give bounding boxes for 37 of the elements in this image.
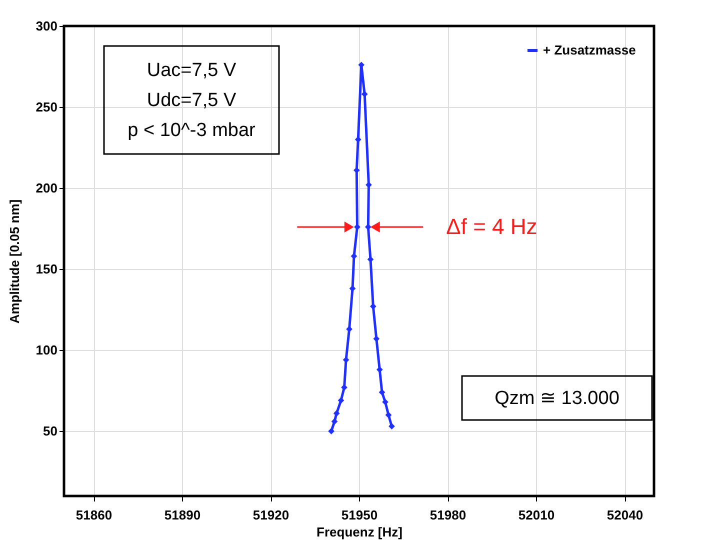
x-axis-title: Frequenz [Hz] (316, 524, 402, 540)
point (376, 366, 383, 373)
x-tick-label: 52040 (606, 508, 644, 522)
point (354, 224, 360, 230)
annotation: Qzm ≅ 13.000 (494, 388, 620, 409)
y-tick-label: 250 (36, 100, 58, 115)
y-tick-label: 150 (36, 262, 58, 277)
x-tick-label: 51980 (430, 508, 466, 522)
point (341, 384, 348, 391)
y-tick-label: 200 (36, 180, 58, 196)
point (333, 410, 340, 417)
point (328, 428, 334, 434)
x-tick-label: 51860 (76, 508, 112, 522)
y-axis-title: Amplitude [0.05 nm] (6, 199, 22, 324)
point (349, 285, 356, 292)
y-tick-label: 100 (36, 342, 58, 358)
x-tick-label: 52010 (518, 508, 555, 522)
point (338, 397, 344, 404)
y-tick-label: 50 (43, 424, 58, 439)
x-tick-label: 51890 (164, 508, 201, 522)
point (382, 398, 388, 406)
x-tick-label: 51950 (341, 508, 378, 522)
point (331, 418, 338, 425)
point (353, 167, 360, 174)
point (388, 423, 395, 430)
y-tick-label: 300 (36, 18, 58, 34)
annotation: Uac=7,5 V Udc=7,5 V p < 10^-3 mbar (128, 60, 256, 141)
annotation: Δf = 4 Hz (446, 214, 538, 239)
point (385, 412, 392, 418)
point (370, 303, 376, 310)
legend-label: + Zusatzmasse (543, 42, 636, 58)
point (364, 224, 372, 230)
point (373, 336, 380, 342)
x-tick-label: 51920 (252, 508, 290, 522)
point (361, 90, 368, 98)
point (346, 326, 352, 332)
point (378, 389, 386, 396)
